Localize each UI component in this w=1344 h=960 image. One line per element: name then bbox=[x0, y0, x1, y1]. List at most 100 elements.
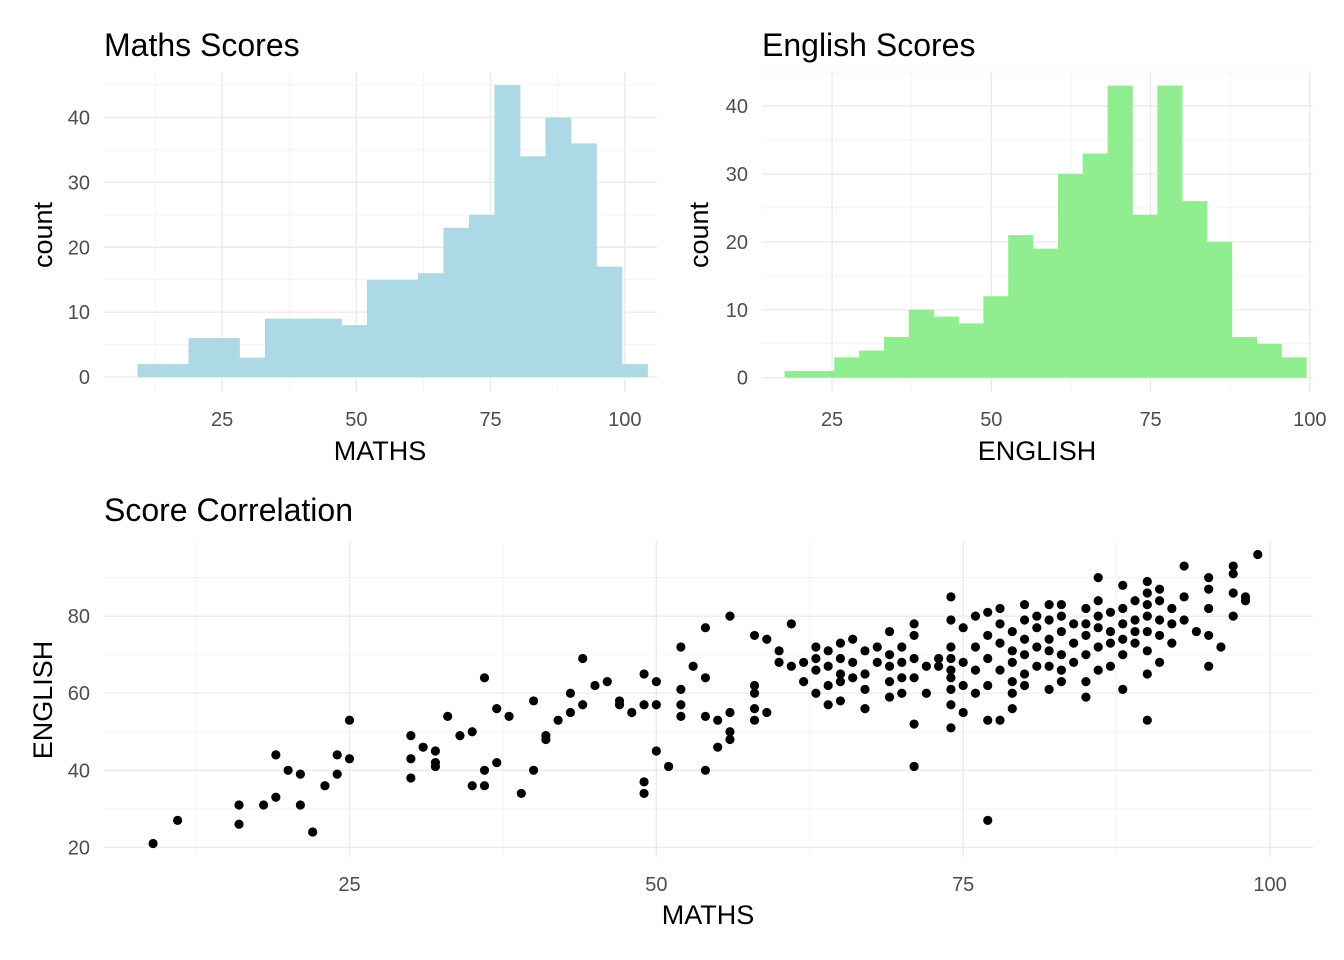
scatter-point bbox=[1167, 619, 1177, 629]
scatter-point bbox=[921, 661, 931, 671]
scatter-point bbox=[332, 750, 342, 760]
scatter-point bbox=[835, 638, 846, 648]
scatter-point bbox=[479, 781, 490, 791]
scatter-point bbox=[909, 719, 919, 729]
histogram-bars bbox=[137, 84, 648, 378]
maths-histogram-x-label: MATHS bbox=[334, 436, 427, 466]
scatter-point bbox=[639, 777, 649, 787]
scatter-point bbox=[1154, 630, 1165, 641]
scatter-point bbox=[639, 669, 649, 679]
scatter-point bbox=[995, 665, 1005, 675]
scatter-point bbox=[946, 700, 956, 710]
y-tick-label: 30 bbox=[726, 164, 748, 186]
scatter-point bbox=[1056, 665, 1066, 675]
histogram-bar bbox=[1182, 201, 1208, 378]
scatter-point bbox=[811, 653, 821, 664]
y-tick-label: 10 bbox=[68, 302, 90, 324]
maths-histogram-y-label: count bbox=[28, 201, 58, 268]
scatter-point bbox=[897, 642, 907, 652]
histogram-bar bbox=[596, 266, 623, 378]
scatter-point bbox=[1142, 715, 1152, 725]
scatter-point bbox=[1019, 634, 1030, 644]
scatter-point bbox=[1056, 626, 1066, 637]
scatter-point bbox=[958, 623, 968, 633]
histogram-bar bbox=[621, 364, 648, 378]
scatter-point bbox=[1204, 584, 1214, 594]
scatter-point bbox=[1093, 623, 1103, 633]
scatter-point bbox=[848, 634, 858, 644]
scatter-point bbox=[897, 657, 907, 667]
scatter-point bbox=[934, 653, 944, 664]
scatter-point bbox=[1204, 573, 1214, 583]
histogram-bar bbox=[213, 338, 240, 378]
scatter-point bbox=[1118, 650, 1128, 660]
scatter-point bbox=[1118, 684, 1128, 694]
histogram-bar bbox=[784, 370, 810, 378]
histogram-bar bbox=[1033, 248, 1059, 378]
scatter-point bbox=[1093, 611, 1103, 621]
scatter-point bbox=[1069, 619, 1079, 629]
y-tick-label: 80 bbox=[68, 606, 90, 628]
scatter-point bbox=[884, 661, 895, 671]
scatter-point bbox=[1228, 611, 1238, 621]
histogram-bar bbox=[1256, 343, 1282, 378]
x-tick-label: 75 bbox=[1139, 409, 1161, 431]
scatter-point bbox=[946, 684, 956, 694]
scatter-point bbox=[1118, 619, 1128, 629]
scatter-point bbox=[1007, 657, 1017, 667]
histogram-bar bbox=[417, 273, 444, 378]
scatter-point bbox=[1093, 596, 1103, 606]
scatter-point bbox=[1130, 626, 1140, 637]
scatter-point bbox=[1142, 611, 1152, 621]
scatter-point bbox=[1007, 626, 1017, 637]
scatter-point bbox=[946, 615, 956, 625]
histogram-bar bbox=[570, 143, 597, 378]
scatter-point bbox=[1216, 642, 1226, 652]
scatter-point bbox=[983, 630, 993, 641]
histogram-bar bbox=[341, 325, 368, 378]
scatter-point bbox=[713, 742, 723, 752]
scatter-point bbox=[995, 619, 1005, 629]
x-tick-label: 25 bbox=[211, 409, 233, 431]
scatter-point bbox=[713, 715, 723, 725]
scatter-point bbox=[799, 657, 809, 667]
scatter-point bbox=[578, 700, 588, 710]
scatter-point bbox=[995, 638, 1005, 648]
scatter-point bbox=[271, 792, 281, 802]
scatter-point bbox=[725, 734, 735, 745]
scatter-point bbox=[1118, 603, 1128, 614]
scatter-point bbox=[897, 688, 907, 698]
x-tick-label: 75 bbox=[479, 409, 501, 431]
scatter-point bbox=[1044, 634, 1054, 644]
scatter-point bbox=[492, 757, 502, 768]
scatter-point bbox=[1081, 619, 1091, 629]
scatter-point bbox=[418, 742, 428, 752]
scatter-point bbox=[1044, 646, 1054, 656]
scatter-point bbox=[651, 677, 661, 687]
scatter-point bbox=[1142, 588, 1152, 598]
scatter-point bbox=[1154, 596, 1165, 606]
scatter-point bbox=[295, 769, 305, 779]
scatter-point bbox=[1253, 549, 1263, 560]
scatter-point bbox=[651, 746, 661, 756]
scatter-point bbox=[823, 646, 833, 656]
y-tick-label: 20 bbox=[68, 837, 90, 859]
scatter-point bbox=[1118, 580, 1128, 590]
y-tick-label: 0 bbox=[79, 367, 90, 389]
scatter-point bbox=[946, 653, 956, 664]
histogram-bar bbox=[1008, 235, 1034, 378]
histogram-bar bbox=[162, 364, 189, 378]
scatter-point bbox=[1167, 638, 1177, 648]
scatter-point bbox=[1044, 684, 1054, 694]
scatter-point bbox=[700, 765, 711, 775]
scatter-point bbox=[504, 711, 514, 721]
english-histogram-panel: English Scores ENGLISH count 25 50 75 100 0 1… bbox=[684, 27, 1327, 466]
scatter-point bbox=[970, 642, 981, 652]
scatter-point bbox=[983, 680, 993, 691]
scatter-point bbox=[1069, 638, 1079, 648]
histogram-bar bbox=[239, 357, 266, 378]
scatter-point bbox=[295, 800, 305, 810]
scatter-point bbox=[308, 827, 318, 837]
scatter-points bbox=[148, 549, 1263, 849]
histogram-bar bbox=[1082, 153, 1108, 378]
